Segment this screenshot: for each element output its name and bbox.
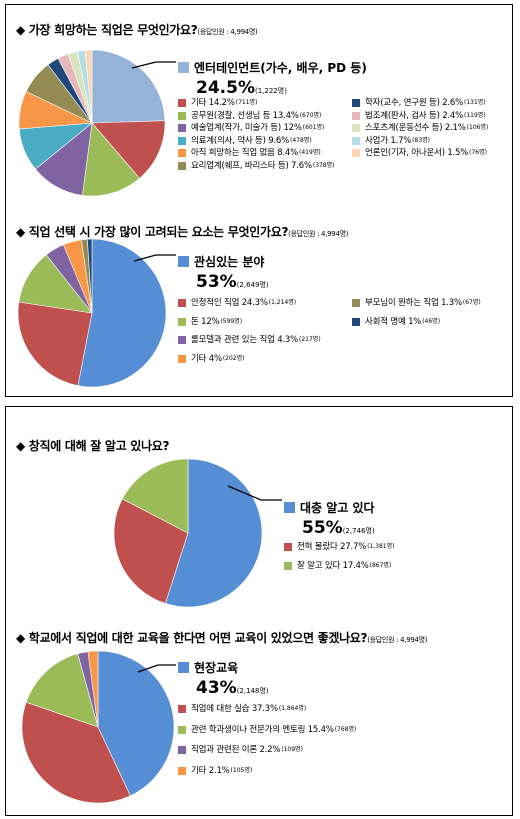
legend-item: 사업가 1.7%(83명) (352, 135, 488, 148)
chart2-pie (17, 238, 176, 388)
leader-line (227, 485, 282, 501)
chart4-highlight-swatch (178, 662, 189, 673)
chart2-legend-left: 안정적인 직업 24.3%(1,214명) 돈 12%(599명) 롤모델과 관… (178, 294, 321, 368)
chart2-highlight-swatch (178, 256, 189, 267)
pie-slice (97, 650, 175, 797)
chart3-legend: 전혀 몰랐다 27.7%(1,381명) 잘 알고 있다 17.4%(867명) (284, 538, 395, 575)
chart3-highlight-value: 55%(2,746명) (302, 518, 375, 538)
pie-slice (91, 49, 166, 124)
pie-slice (84, 49, 93, 124)
legend-item: 돈 12%(599명) (178, 313, 321, 332)
chart4-highlight: 현장교육 43%(2,148명) (178, 657, 269, 698)
legend-item: 직업에 대한 실습 37.3%(1,864명) (178, 699, 356, 720)
chart2-highlight-label: 관심있는 분야 (194, 255, 265, 269)
chart3-highlight: 대충 알고 있다 55%(2,746명) (284, 497, 375, 538)
legend-item: 예술업계(작가, 미술가 등) 12%(601명) (178, 122, 335, 135)
leader-line (131, 61, 176, 69)
pie-slice (21, 701, 131, 804)
legend-item: 공무원(경찰, 선생님 등 13.4%(670명) (178, 110, 335, 123)
chart3-pie (113, 458, 282, 608)
chart1-highlight-swatch (178, 62, 189, 73)
survey-panel-bottom: ◆ 창직에 대해 잘 알고 있나요? 대충 알고 있다 55%(2,746명) … (5, 406, 513, 816)
chart1-title: ◆ 가장 희망하는 직업은 무엇인가요?(응답인원 : 4,994명) (16, 23, 258, 37)
pie-slice (165, 458, 263, 608)
legend-item: 학자(교수, 연구원 등) 2.6%(131명) (352, 97, 488, 110)
legend-item: 부모님이 원하는 직업 1.3%(67명) (352, 294, 481, 313)
pie-slice (121, 458, 189, 534)
chart1-pie (18, 49, 176, 197)
legend-item: 전혀 몰랐다 27.7%(1,381명) (284, 538, 395, 557)
pie-slice (91, 120, 166, 179)
chart2-legend-right: 부모님이 원하는 직업 1.3%(67명) 사회적 명예 1%(46명) (352, 294, 481, 331)
legend-item: 요리업계(쉐프, 바리스타 등) 7.6%(378명) (178, 160, 335, 173)
chart3-highlight-label: 대충 알고 있다 (300, 501, 375, 515)
legend-item: 스포츠계(운동선수 등) 2.1%(106명) (352, 122, 488, 135)
legend-item: 기타 14.2%(711명) (178, 97, 335, 110)
legend-item: 안정적인 직업 24.3%(1,214명) (178, 294, 321, 313)
chart2-highlight: 관심있는 분야 53%(2,649명) (178, 251, 269, 292)
chart1-legend-left: 기타 14.2%(711명) 공무원(경찰, 선생님 등 13.4%(670명)… (178, 97, 335, 172)
pie-slice (113, 498, 189, 604)
leader-line (137, 664, 176, 673)
chart1-highlight-label: 엔터테인먼트(가수, 배우, PD 등) (194, 61, 367, 75)
chart2-highlight-value: 53%(2,649명) (196, 272, 269, 292)
pie-slice (25, 653, 99, 728)
chart4-legend: 직업에 대한 실습 37.3%(1,864명) 관련 학과생이나 전문가의 멘토… (178, 699, 356, 781)
chart1-highlight-value: 24.5%(1,222명) (196, 78, 287, 98)
legend-item: 법조계(판사, 검사 등) 2.4%(119명) (352, 110, 488, 123)
pie-slice (87, 650, 99, 728)
chart1-legend-right: 학자(교수, 연구원 등) 2.6%(131명) 법조계(판사, 검사 등) 2… (352, 97, 488, 160)
chart4-pie (21, 650, 176, 804)
survey-panel-top: ◆ 가장 희망하는 직업은 무엇인가요?(응답인원 : 4,994명) 엔터테인… (5, 4, 513, 397)
legend-item: 아직 희망하는 직업 없음 8.4%(419명) (178, 147, 335, 160)
legend-item: 잘 알고 있다 17.4%(867명) (284, 557, 395, 576)
leader-line (133, 254, 176, 262)
legend-item: 직업과 관련된 이론 2.2%(109명) (178, 740, 356, 761)
chart3-highlight-swatch (284, 502, 295, 513)
chart2-title: ◆ 직업 선택 시 가장 많이 고려되는 요소는 무엇인가요?(응답인원 : 4… (16, 225, 349, 239)
legend-item: 기타 2.1%(105명) (178, 761, 356, 782)
chart4-title: ◆ 학교에서 직업에 대한 교육을 한다면 어떤 교육이 있었으면 좋겠나요?(… (16, 631, 428, 645)
chart3-title: ◆ 창직에 대해 잘 알고 있나요? (16, 439, 170, 453)
chart1-highlight: 엔터테인먼트(가수, 배우, PD 등) 24.5%(1,222명) (178, 57, 367, 98)
pie-slice (17, 301, 93, 386)
chart4-highlight-value: 43%(2,148명) (196, 678, 269, 698)
legend-item: 사회적 명예 1%(46명) (352, 313, 481, 332)
chart4-highlight-label: 현장교육 (194, 661, 239, 675)
legend-item: 기타 4%(202명) (178, 350, 321, 369)
pie-slice (77, 238, 167, 388)
legend-item: 롤모델과 관련 있는 직업 4.3%(217명) (178, 331, 321, 350)
pie-slice (87, 238, 93, 314)
legend-item: 관련 학과생이나 전문가의 멘토링 15.4%(768명) (178, 720, 356, 741)
pie-slice (82, 122, 141, 197)
legend-item: 의료계(의사, 약사 등) 9.6%(478명) (178, 135, 335, 148)
legend-item: 언론인(기자, 아나운서) 1.5%(76명) (352, 147, 488, 160)
